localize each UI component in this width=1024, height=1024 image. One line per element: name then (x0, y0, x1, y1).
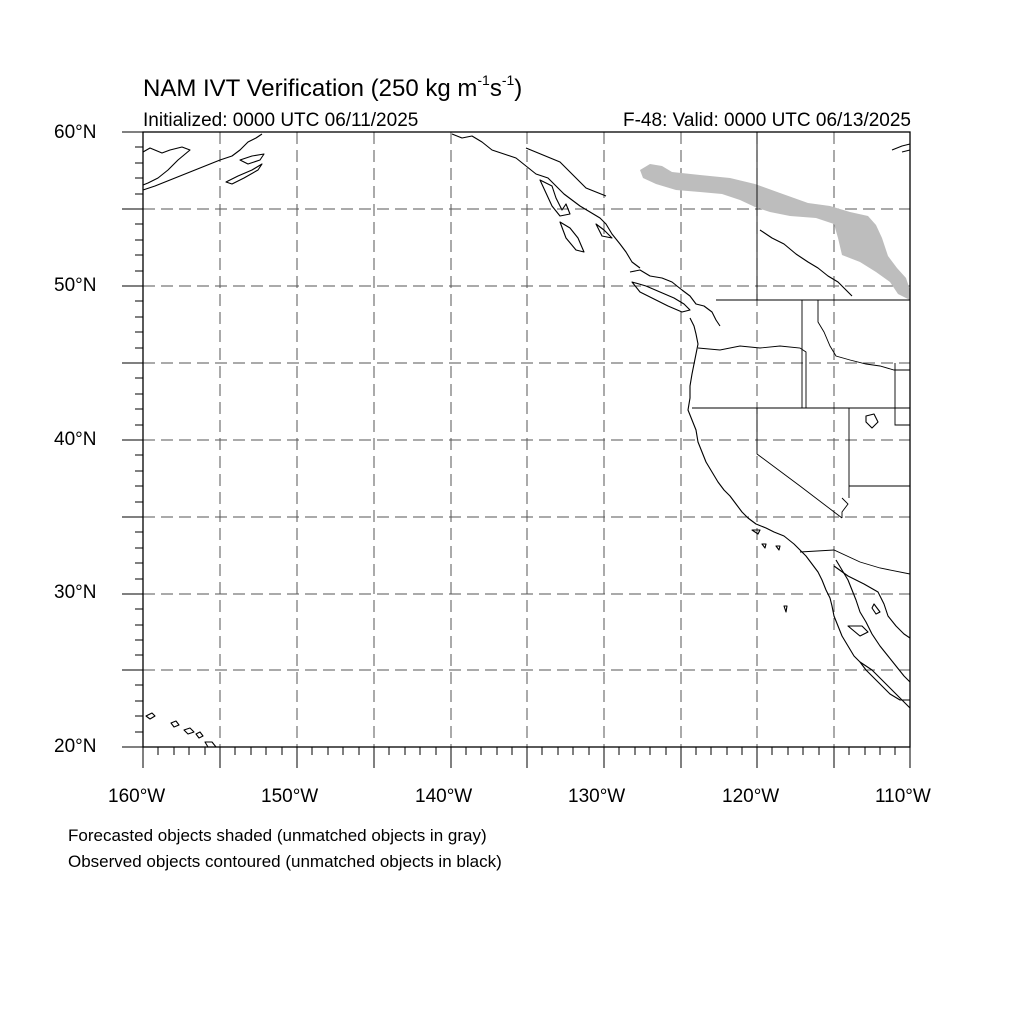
coastlines (142, 133, 911, 748)
forecast-ivt-object (640, 164, 910, 300)
state-borders (692, 132, 911, 575)
lon-label-140w: 140°W (415, 786, 473, 807)
lon-label-110w: 110°W (875, 786, 931, 807)
observed-legend-note: Observed objects contoured (unmatched ob… (68, 852, 502, 871)
lat-label-30: 30°N (54, 582, 97, 603)
lon-label-150w: 150°W (261, 786, 319, 807)
lat-label-60: 60°N (54, 122, 97, 143)
lon-label-160w: 160°W (108, 786, 166, 807)
init-time-label: Initialized: 0000 UTC 06/11/2025 (143, 110, 419, 131)
lat-label-40: 40°N (54, 429, 97, 450)
axis-ticks (122, 131, 911, 768)
map-title: NAM IVT Verification (250 kg m-1s-1) (143, 72, 523, 102)
lon-label-120w: 120°W (722, 786, 780, 807)
lat-label-20: 20°N (54, 736, 97, 757)
lon-label-130w: 130°W (568, 786, 626, 807)
valid-time-label: F-48: Valid: 0000 UTC 06/13/2025 (623, 110, 911, 131)
forecast-legend-note: Forecasted objects shaded (unmatched obj… (68, 826, 487, 845)
graticule (143, 132, 910, 747)
lat-label-50: 50°N (54, 275, 97, 296)
